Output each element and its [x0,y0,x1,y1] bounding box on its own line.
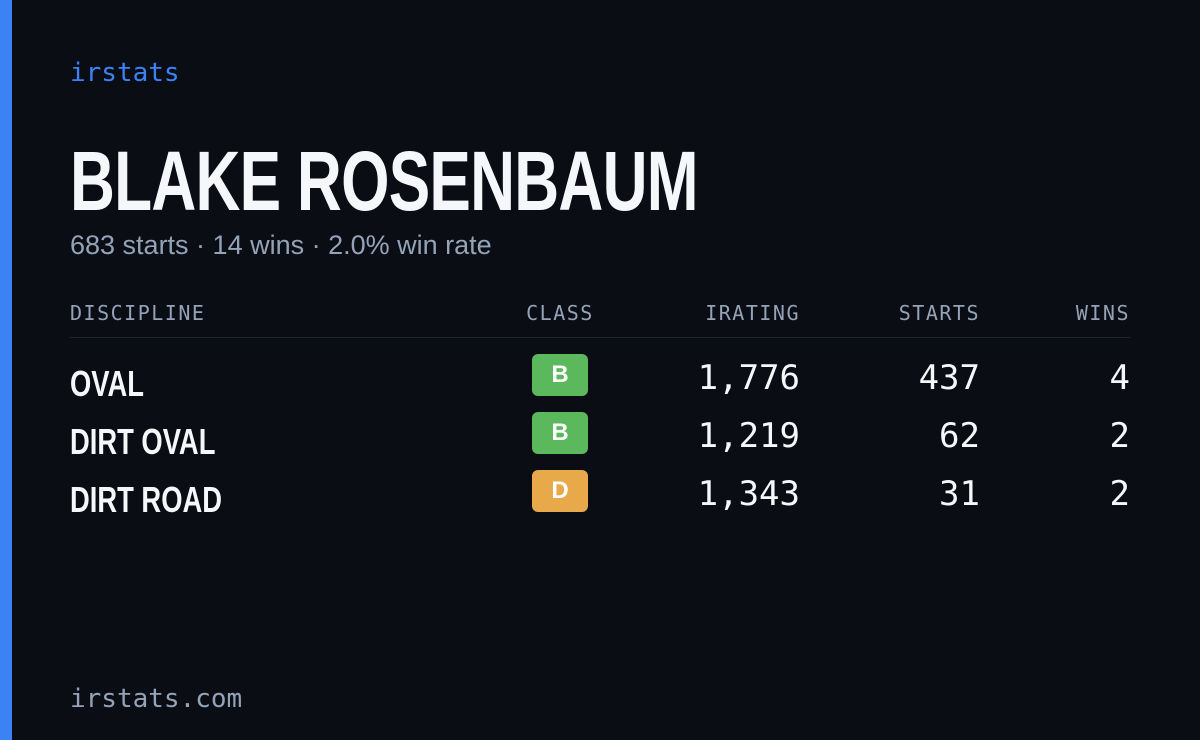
discipline: DIRT OVAL [70,421,216,462]
wins: 2 [1109,474,1130,514]
starts: 31 [939,474,980,514]
footer-url: irstats.com [70,684,243,714]
class-badge: B [532,412,588,454]
discipline: DIRT ROAD [70,479,222,520]
starts: 437 [918,358,980,398]
class-badge: B [532,354,588,396]
column-header: IRATING [705,301,800,325]
brand: irstats [70,58,180,88]
discipline: OVAL [70,363,144,404]
class-badge: D [532,470,588,512]
irating: 1,343 [697,474,800,514]
wins: 2 [1109,416,1130,456]
irating: 1,776 [697,358,800,398]
column-header: STARTS [898,301,980,325]
accent-bar [0,0,12,740]
column-header: DISCIPLINE [70,301,206,325]
player-name: BLAKE ROSENBAUM [70,134,699,228]
column-header: CLASS [526,301,594,325]
summary: 683 starts · 14 wins · 2.0% win rate [70,230,492,260]
column-header: WINS [1075,301,1130,325]
irating: 1,219 [697,416,800,456]
starts: 62 [939,416,980,456]
wins: 4 [1109,358,1130,398]
header-rule [70,337,1130,338]
